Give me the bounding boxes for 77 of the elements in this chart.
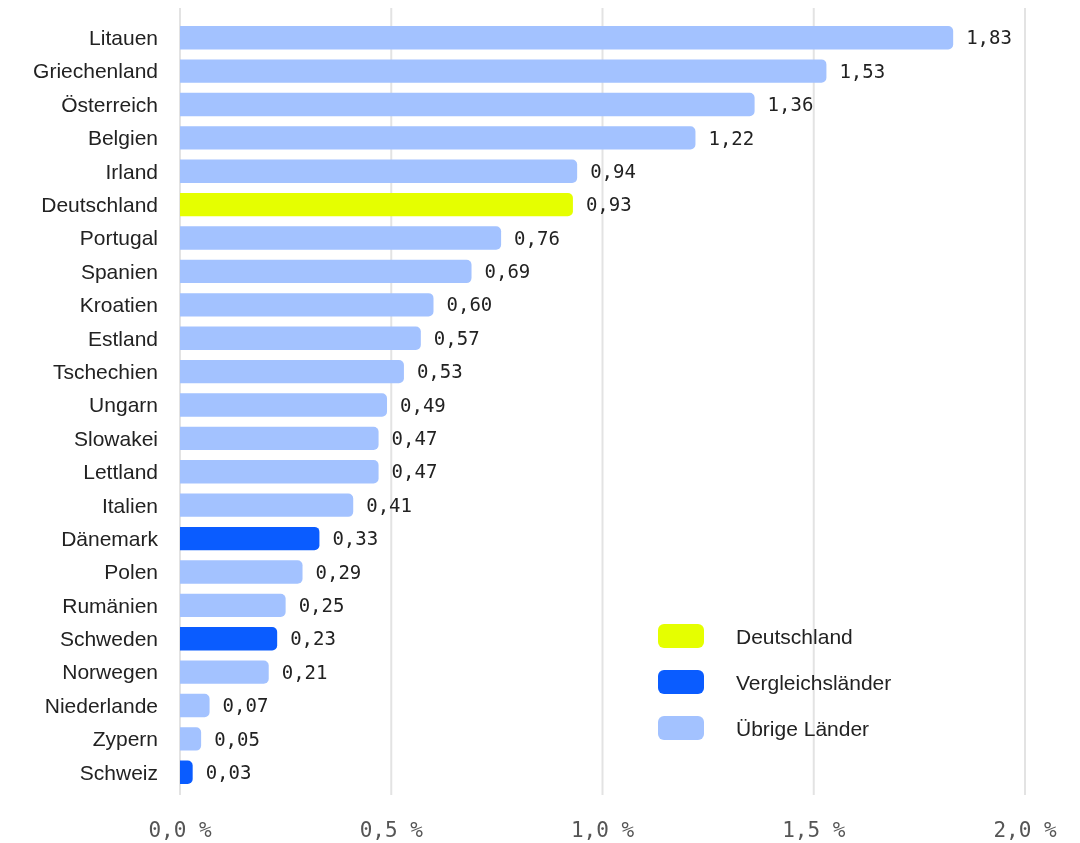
y-tick-label: Italien: [101, 493, 158, 517]
data-label: 0,25: [298, 594, 345, 616]
y-tick-label: Irland: [105, 159, 158, 183]
bar: [180, 493, 354, 517]
data-label: 0,03: [205, 760, 252, 783]
bar: [180, 359, 404, 384]
bar: [180, 59, 827, 83]
bar: [180, 426, 379, 451]
data-label: 0,49: [400, 393, 446, 416]
y-tick-label: Ungarn: [89, 393, 158, 417]
data-label: 1,83: [966, 26, 1012, 49]
legend-label: Vergleichsländer: [736, 671, 892, 695]
data-label: 0,69: [484, 260, 531, 283]
y-tick-label: Niederlande: [44, 693, 158, 717]
data-label: 0,76: [514, 226, 560, 249]
data-label: 0,53: [416, 360, 463, 383]
data-label: 0,41: [366, 493, 412, 516]
data-label: 0,94: [590, 159, 636, 182]
bar: [180, 560, 303, 584]
y-tick-label: Schweden: [59, 627, 158, 651]
bar: [180, 126, 696, 150]
data-label: 1,22: [708, 126, 755, 149]
bar: [180, 293, 434, 317]
data-label: 0,05: [214, 727, 260, 750]
y-tick-label: Tschechien: [52, 359, 158, 383]
bar: [180, 460, 379, 484]
x-tick-label: 0,0 %: [148, 818, 212, 843]
data-label: 0,47: [391, 460, 438, 483]
y-tick-label: Polen: [104, 560, 158, 584]
data-label: 0,23: [290, 627, 336, 650]
bar: [180, 727, 202, 751]
y-tick-label: Rumänien: [62, 593, 158, 617]
y-tick-label: Spanien: [80, 259, 158, 283]
y-tick-label: Kroatien: [79, 293, 158, 317]
data-label: 0,60: [446, 293, 493, 316]
bar: [180, 660, 269, 684]
data-label: 0,29: [315, 560, 362, 583]
y-tick-label: Portugal: [79, 226, 158, 250]
bar: [180, 192, 573, 217]
y-tick-label: Slowakei: [73, 426, 158, 450]
y-tick-label: Belgien: [87, 126, 158, 150]
y-tick-label: Österreich: [61, 92, 158, 116]
bar: [180, 26, 954, 50]
bar: [180, 760, 193, 784]
bar: [180, 326, 421, 350]
y-tick-label: Lettland: [83, 460, 158, 484]
data-label: 1,53: [839, 59, 886, 82]
data-label: 0,57: [433, 326, 480, 349]
y-tick-label: Dänemark: [61, 526, 159, 550]
x-tick-label: 1,5 %: [782, 818, 846, 843]
bar: [180, 226, 502, 250]
x-tick-label: 2,0 %: [993, 818, 1057, 843]
y-tick-label: Zypern: [92, 727, 158, 751]
bar: [180, 159, 578, 183]
data-label: 0,93: [585, 193, 632, 216]
legend-label: Übrige Länder: [736, 717, 870, 741]
y-tick-label: Schweiz: [79, 760, 158, 784]
bar: [180, 393, 388, 417]
bar: [180, 593, 286, 618]
data-label: 0,21: [281, 660, 328, 683]
data-label: 0,07: [222, 694, 269, 717]
data-label: 1,36: [767, 93, 814, 116]
y-tick-label: Griechenland: [33, 59, 158, 83]
bar: [180, 259, 472, 284]
bar: [180, 627, 278, 651]
data-label: 0,47: [391, 427, 438, 450]
x-tick-label: 0,5 %: [359, 818, 424, 843]
data-label: 0,33: [332, 527, 379, 550]
bar: [180, 92, 755, 117]
y-tick-label: Norwegen: [62, 660, 158, 684]
y-tick-label: Deutschland: [41, 193, 158, 216]
y-tick-label: Litauen: [89, 26, 158, 50]
legend-label: Deutschland: [736, 625, 853, 649]
y-tick-label: Estland: [87, 326, 158, 350]
bar: [180, 526, 320, 551]
x-tick-label: 1,0 %: [570, 818, 635, 843]
bar: [180, 693, 210, 718]
